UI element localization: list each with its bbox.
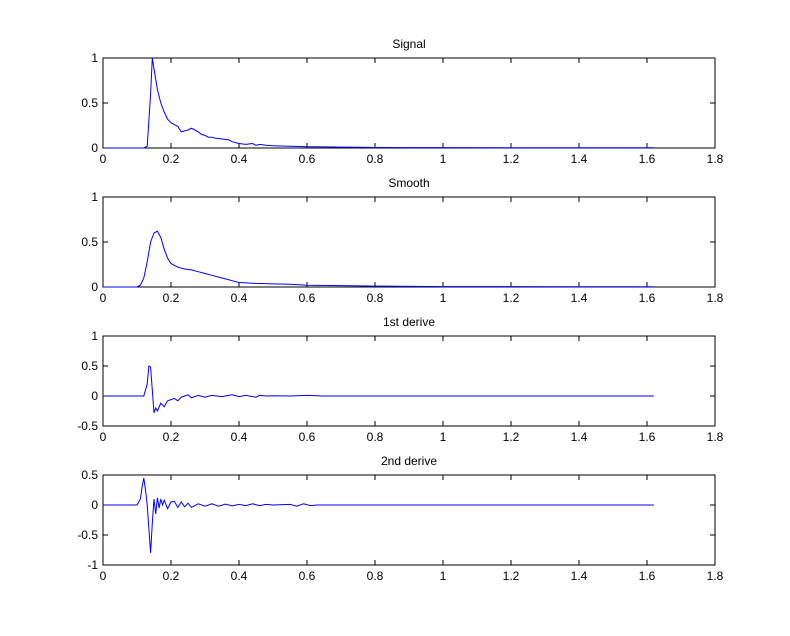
x-tick-label: 1.4 [571, 569, 588, 583]
x-tick-label: 1.6 [639, 569, 656, 583]
x-tick-label: 1.4 [571, 152, 588, 166]
x-tick-label: 1.8 [707, 152, 724, 166]
y-tick-label: 1 [91, 190, 98, 204]
y-tick-label: 0.5 [81, 235, 98, 249]
y-tick-label: 0 [91, 141, 98, 155]
y-tick-label: 0 [91, 498, 98, 512]
axes-box [102, 196, 716, 288]
subplot-2: Smooth 0 0.2 0.4 0.6 0.8 1 1.2 1.4 1.6 1.8 0 0.5 1 [81, 176, 723, 305]
x-tick-label: 0.4 [231, 152, 248, 166]
x-tick-label: 1.2 [503, 430, 520, 444]
x-tick-label: 1.8 [707, 291, 724, 305]
x-tick-label: 1 [440, 430, 447, 444]
y-tick-label: 1 [91, 51, 98, 65]
x-tick-label: 1 [440, 569, 447, 583]
y-tick-label: 0.5 [81, 359, 98, 373]
x-tick-label: 0.4 [231, 569, 248, 583]
subplot-title: Signal [392, 37, 425, 51]
x-tick-label: 1.6 [639, 430, 656, 444]
x-tick-label: 0.2 [163, 152, 180, 166]
x-tick-label: 0.8 [367, 569, 384, 583]
x-tick-label: 0.6 [299, 569, 316, 583]
x-tick-label: 0.2 [163, 430, 180, 444]
subplot-3: 1st derive 0 0.2 0.4 0.6 0.8 1 1.2 1.4 1.6 1.8 -0.5… [77, 315, 723, 444]
subplot-title: 1st derive [383, 315, 435, 329]
series-line [103, 365, 654, 413]
y-tick-label: 0.5 [81, 468, 98, 482]
x-tick-label: 1.2 [503, 569, 520, 583]
x-tick-label: 0 [100, 569, 107, 583]
x-tick-label: 0.8 [367, 152, 384, 166]
x-tick-label: 0.6 [299, 152, 316, 166]
subplot-4: 2nd derive 0 0.2 0.4 0.6 0.8 1 1.2 1.4 1.6 1.8 -1 -0… [77, 454, 723, 583]
x-tick-label: 0.8 [367, 430, 384, 444]
axes-box [102, 335, 716, 427]
axes-box [102, 474, 716, 566]
x-tick-label: 0.4 [231, 430, 248, 444]
x-tick-label: 0 [100, 291, 107, 305]
x-tick-label: 1.8 [707, 569, 724, 583]
x-tick-label: 0.2 [163, 291, 180, 305]
x-tick-label: 1.8 [707, 430, 724, 444]
y-tick-label: -0.5 [77, 419, 98, 433]
x-tick-label: 0.8 [367, 291, 384, 305]
series-line [103, 230, 654, 288]
x-tick-label: 0.2 [163, 569, 180, 583]
x-tick-label: 0.6 [299, 430, 316, 444]
subplot-title: Smooth [388, 176, 429, 190]
y-tick-label: 0.5 [81, 96, 98, 110]
y-tick-label: 0 [91, 389, 98, 403]
y-tick-label: 1 [91, 329, 98, 343]
x-tick-label: 0 [100, 430, 107, 444]
x-tick-label: 1.4 [571, 430, 588, 444]
x-tick-label: 1.6 [639, 291, 656, 305]
subplot-1: Signal 0 0.2 0.4 0.6 0.8 1 1.2 1.4 1.6 1.8 0 0.5 1 [81, 37, 723, 166]
series-line [103, 57, 654, 149]
x-tick-label: 1.6 [639, 152, 656, 166]
y-tick-label: -1 [87, 558, 98, 572]
x-tick-label: 1 [440, 291, 447, 305]
y-tick-label: -0.5 [77, 528, 98, 542]
x-tick-label: 1 [440, 152, 447, 166]
subplot-title: 2nd derive [381, 454, 437, 468]
axes-box [102, 57, 716, 149]
series-line [103, 477, 654, 554]
x-tick-label: 0 [100, 152, 107, 166]
x-tick-label: 0.6 [299, 291, 316, 305]
x-tick-label: 1.4 [571, 291, 588, 305]
x-tick-label: 1.2 [503, 152, 520, 166]
y-tick-label: 0 [91, 280, 98, 294]
x-tick-label: 1.2 [503, 291, 520, 305]
x-tick-label: 0.4 [231, 291, 248, 305]
